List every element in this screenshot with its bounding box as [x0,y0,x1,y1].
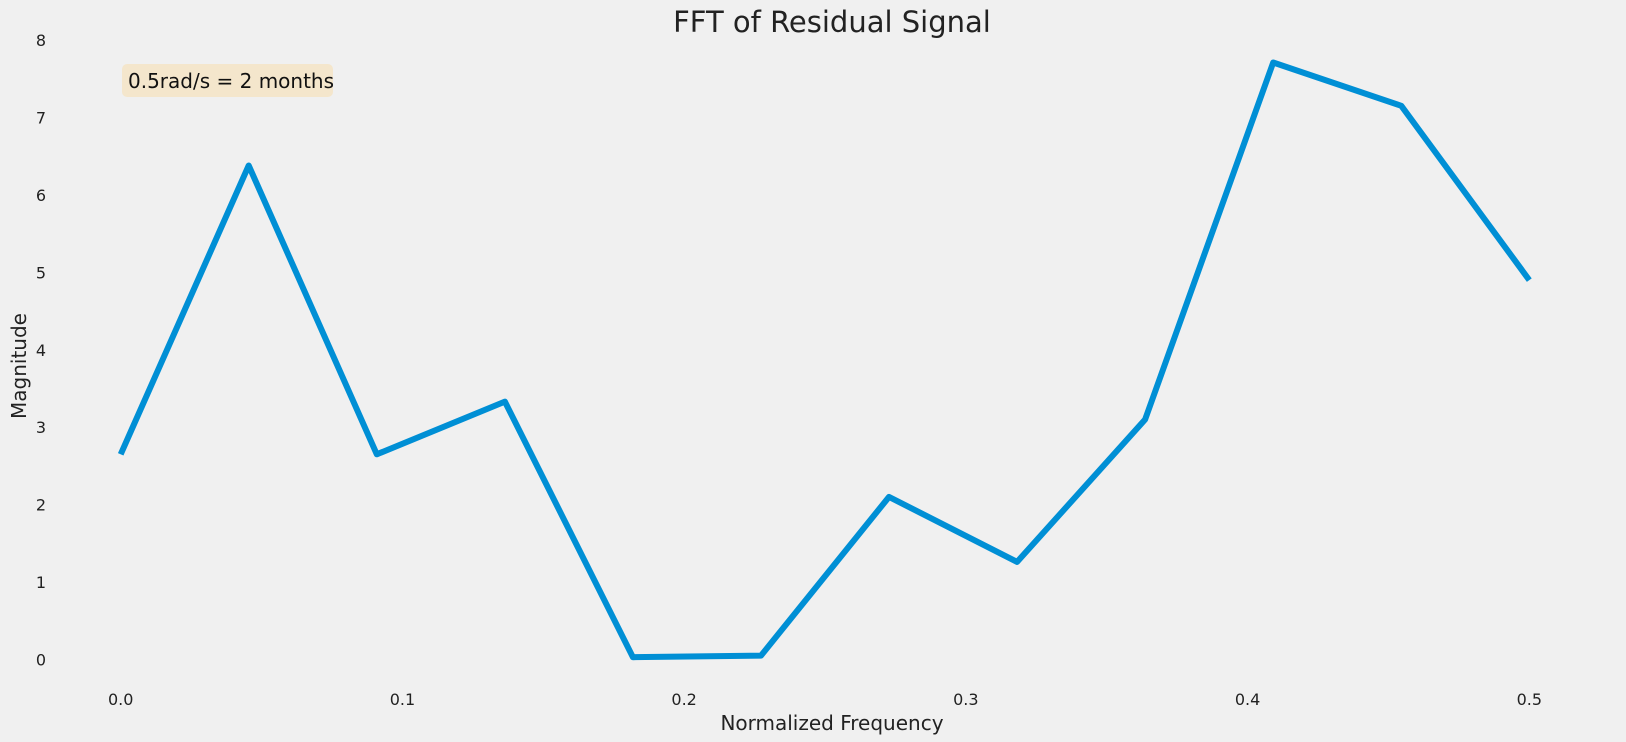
y-tick-label: 7 [36,108,46,127]
series-layer [117,59,1532,661]
y-axis-label: Magnitude [7,313,31,419]
chart-title: FFT of Residual Signal [673,5,991,39]
x-axis-ticks: 0.0 0.1 0.2 0.3 0.4 0.5 [108,690,1542,709]
y-tick-label: 5 [36,263,46,282]
y-tick-label: 4 [36,341,46,360]
annotation-box: 0.5rad/s = 2 months [122,64,334,97]
y-tick-label: 3 [36,418,46,437]
x-tick-label: 0.5 [1517,690,1542,709]
y-tick-label: 2 [36,496,46,515]
x-tick-label: 0.2 [671,690,696,709]
annotation-background [122,64,333,97]
series-line [117,59,1532,661]
y-tick-label: 1 [36,573,46,592]
y-axis-ticks: 0 1 2 3 4 5 6 7 8 [36,31,46,670]
annotation-text: 0.5rad/s = 2 months [128,69,334,93]
y-tick-label: 0 [36,651,46,670]
x-tick-label: 0.0 [108,690,133,709]
x-tick-label: 0.1 [390,690,415,709]
x-tick-label: 0.4 [1235,690,1260,709]
y-tick-label: 8 [36,31,46,50]
x-axis-label: Normalized Frequency [720,711,943,735]
x-tick-label: 0.3 [953,690,978,709]
y-tick-label: 6 [36,186,46,205]
